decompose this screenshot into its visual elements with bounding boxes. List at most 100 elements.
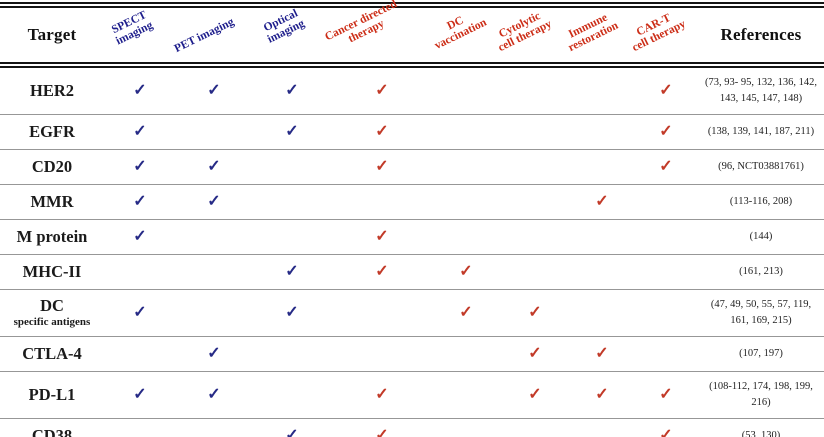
column-header-spect: SPECT imaging	[104, 8, 176, 62]
column-header-references: References	[720, 25, 802, 44]
checkmark-icon: ✓	[659, 386, 673, 403]
checkmark-icon: ✓	[595, 193, 609, 210]
mark-cell-pet	[176, 419, 252, 437]
target-cell: MMR	[0, 181, 104, 223]
mark-cell-cancer_directed	[332, 185, 432, 219]
mark-cell-optical: ✓	[252, 68, 332, 114]
mark-cell-spect: ✓	[104, 68, 176, 114]
mark-cell-pet	[176, 290, 252, 336]
table-row: EGFR ✓ ✓ ✓ ✓ (138, 139, 141, 187, 211)	[0, 114, 824, 149]
mark-cell-spect	[104, 255, 176, 289]
target-cell: MHC-II	[0, 251, 104, 293]
checkmark-icon: ✓	[659, 158, 673, 175]
mark-cell-cancer_directed: ✓	[332, 372, 432, 418]
mark-cell-spect: ✓	[104, 372, 176, 418]
target-cell: M protein	[0, 216, 104, 258]
table-row: HER2 ✓ ✓ ✓ ✓ ✓ (73, 93- 95, 132, 136, 142, 14…	[0, 68, 824, 114]
references-cell: (73, 93- 95, 132, 136, 142, 143, 145, 14…	[705, 77, 817, 104]
target-name: CD38	[31, 425, 73, 437]
table-row: MHC-II ✓ ✓ ✓ (161, 213)	[0, 254, 824, 289]
table-row: M protein ✓ ✓ (144)	[0, 219, 824, 254]
mark-cell-cytolytic	[500, 255, 570, 289]
checkmark-icon: ✓	[133, 193, 147, 210]
checkmark-icon: ✓	[375, 263, 389, 280]
target-cell: CTLA-4	[0, 333, 104, 375]
mark-cell-cancer_directed: ✓	[332, 68, 432, 114]
checkmark-icon: ✓	[375, 123, 389, 140]
mark-cell-optical	[252, 150, 332, 184]
mark-cell-pet	[176, 220, 252, 254]
mark-cell-pet: ✓	[176, 150, 252, 184]
mark-cell-cytolytic	[500, 185, 570, 219]
target-name: M protein	[16, 226, 88, 246]
mark-cell-cart	[634, 290, 698, 336]
mark-cell-spect: ✓	[104, 150, 176, 184]
mark-cell-cytolytic	[500, 220, 570, 254]
target-name: PD-L1	[28, 384, 76, 404]
references-cell: (107, 197)	[739, 348, 783, 360]
checkmark-icon: ✓	[207, 386, 221, 403]
rotated-column-label: DC vaccination	[432, 14, 489, 53]
checkmark-icon: ✓	[285, 427, 299, 437]
target-name: CD20	[31, 156, 73, 176]
mark-cell-cytolytic	[500, 115, 570, 149]
checkmark-icon: ✓	[375, 158, 389, 175]
mark-cell-cytolytic	[500, 419, 570, 437]
checkmark-icon: ✓	[285, 304, 299, 321]
rotated-column-label: Cancer directed therapy	[323, 0, 399, 46]
target-name: HER2	[29, 80, 74, 100]
checkmark-icon: ✓	[207, 82, 221, 99]
checkmark-icon: ✓	[528, 345, 542, 362]
table-row: CD20 ✓ ✓ ✓ ✓ (96, NCT03881761)	[0, 149, 824, 184]
mark-cell-cancer_directed	[332, 337, 432, 371]
column-header-pet: PET imaging	[172, 8, 252, 62]
mark-cell-immune	[570, 115, 634, 149]
checkmark-icon: ✓	[133, 158, 147, 175]
table-row: MMR ✓ ✓ ✓ (113-116, 208)	[0, 184, 824, 219]
mark-cell-cytolytic	[500, 150, 570, 184]
checkmark-icon: ✓	[207, 193, 221, 210]
mark-cell-dc_vaccination	[432, 372, 500, 418]
references-cell: (144)	[749, 231, 773, 243]
mark-cell-dc_vaccination	[432, 419, 500, 437]
references-cell: (138, 139, 141, 187, 211)	[707, 126, 815, 138]
mark-cell-spect	[104, 337, 176, 371]
table-row: CTLA-4 ✓ ✓ ✓ (107, 197)	[0, 336, 824, 371]
column-header-cart: CAR-T cell therapy	[631, 8, 698, 62]
mark-cell-cancer_directed: ✓	[332, 115, 432, 149]
checkmark-icon: ✓	[375, 427, 389, 437]
mark-cell-pet	[176, 115, 252, 149]
mark-cell-cytolytic: ✓	[500, 372, 570, 418]
checkmark-icon: ✓	[133, 82, 147, 99]
rotated-column-label: PET imaging	[172, 15, 236, 55]
table-row: CD38 ✓ ✓ ✓ (53, 130)	[0, 418, 824, 437]
mark-cell-dc_vaccination	[432, 337, 500, 371]
mark-cell-immune	[570, 150, 634, 184]
mark-cell-optical: ✓	[252, 115, 332, 149]
column-header-cytolytic: Cytolytic cell therapy	[497, 8, 570, 62]
checkmark-icon: ✓	[459, 304, 473, 321]
rotated-column-label: SPECT imaging	[109, 9, 156, 48]
mark-cell-cart	[634, 337, 698, 371]
mark-cell-cytolytic	[500, 68, 570, 114]
mark-cell-cytolytic: ✓	[500, 337, 570, 371]
checkmark-icon: ✓	[375, 386, 389, 403]
mark-cell-spect: ✓	[104, 290, 176, 336]
rotated-column-label: Immune restoration	[566, 11, 621, 55]
references-cell: (161, 213)	[739, 266, 783, 278]
checkmark-icon: ✓	[133, 304, 147, 321]
mark-cell-cytolytic: ✓	[500, 290, 570, 336]
mark-cell-dc_vaccination	[432, 220, 500, 254]
header-divider-rule	[0, 62, 824, 68]
mark-cell-spect: ✓	[104, 220, 176, 254]
mark-cell-cart	[634, 255, 698, 289]
mark-cell-cart: ✓	[634, 372, 698, 418]
mark-cell-spect	[104, 419, 176, 437]
mark-cell-pet	[176, 255, 252, 289]
checkmark-icon: ✓	[659, 82, 673, 99]
checkmark-icon: ✓	[285, 82, 299, 99]
table-row: PD-L1 ✓ ✓ ✓ ✓ ✓ ✓ (108-112, 174, 198, 199, 216…	[0, 371, 824, 418]
mark-cell-spect: ✓	[104, 185, 176, 219]
mark-cell-immune	[570, 220, 634, 254]
target-subname: specific antigens	[13, 316, 91, 329]
